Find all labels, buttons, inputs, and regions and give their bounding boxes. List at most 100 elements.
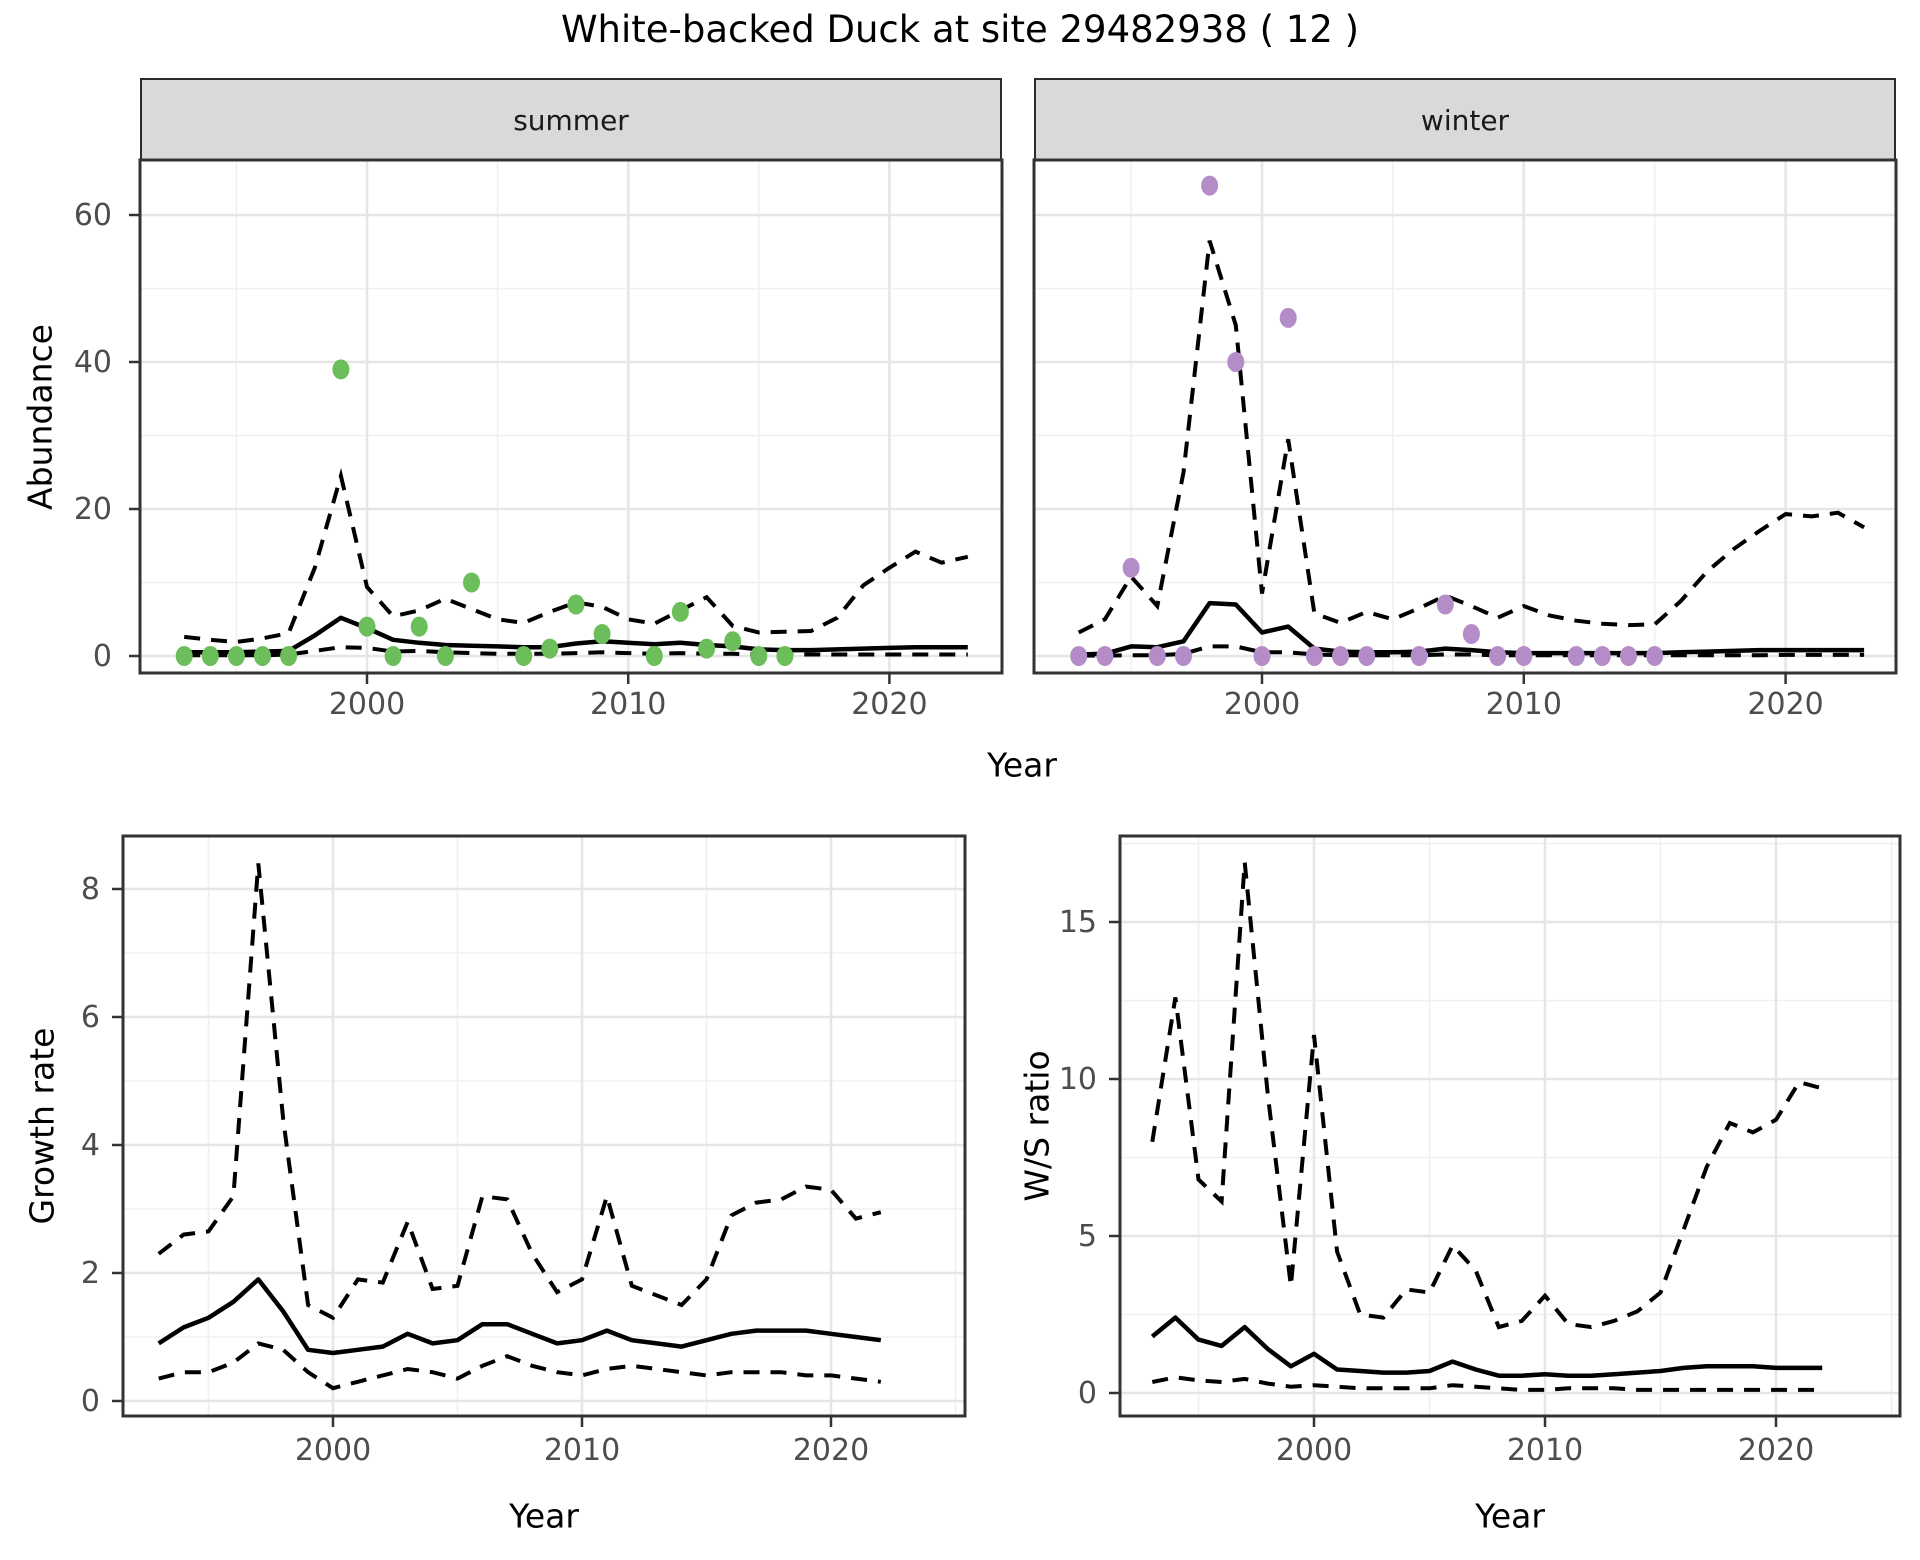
observation-point: [201, 646, 219, 666]
observation-point: [1436, 594, 1454, 615]
median-line: [1078, 600, 1865, 657]
observation-point: [175, 646, 193, 666]
observation-point: [645, 646, 663, 666]
x-tick-label: 2020: [793, 1433, 869, 1468]
observation-point: [515, 646, 533, 666]
observation-point: [384, 646, 402, 666]
y-tick-label: 5: [1078, 1219, 1097, 1254]
y-tick-label: 0: [1078, 1376, 1097, 1411]
x-tick-label: 2010: [544, 1433, 620, 1468]
observation-point: [1175, 646, 1192, 666]
observation-point: [1148, 646, 1166, 666]
y-tick-label: 8: [81, 872, 100, 907]
observation-point: [1462, 624, 1480, 644]
observation-point: [358, 616, 376, 637]
observation-point: [776, 646, 794, 666]
x-tick-label: 2000: [329, 687, 405, 722]
ws-ratio-panel: 2000 2010 2020 0 5 10 15: [1059, 834, 1902, 1468]
x-tick-label: 2020: [1747, 687, 1823, 722]
y-tick-label: 2: [81, 1256, 100, 1291]
observation-point: [1201, 175, 1219, 196]
observation-point: [463, 572, 480, 593]
observation-point: [254, 646, 271, 666]
median-line: [184, 615, 968, 655]
upper-ci-line: [183, 467, 969, 645]
x-tick-label: 2020: [1738, 1433, 1814, 1468]
x-tick-label: 2020: [851, 687, 927, 722]
x-axis-title-year-top: Year: [987, 745, 1057, 785]
observation-point: [1515, 646, 1533, 666]
observation-point: [1305, 646, 1323, 666]
x-tick-label: 2010: [1486, 687, 1562, 722]
observation-point: [1593, 646, 1611, 666]
facet-strip-summer: summer: [140, 78, 1002, 162]
x-tick-label: 2000: [1224, 687, 1300, 722]
y-axis-title-growth-rate: Growth rate: [22, 1027, 62, 1225]
lower-ci-line: [184, 645, 968, 658]
y-tick-label: 20: [74, 492, 112, 527]
facet-strip-summer-label: summer: [513, 103, 629, 137]
observation-point: [1332, 646, 1349, 666]
panel-border: [121, 834, 967, 1418]
observation-point: [541, 638, 559, 659]
median-line: [1150, 1315, 1823, 1378]
y-axis-title-ws-ratio: W/S ratio: [1017, 1050, 1057, 1202]
observation-point: [1620, 646, 1637, 666]
observation-point: [750, 646, 768, 666]
lower-ci-line: [158, 1341, 882, 1391]
y-axis-title-abundance: Abundance: [20, 324, 60, 510]
observation-point: [698, 638, 716, 659]
observation-point: [1096, 646, 1114, 666]
y-tick-label: 10: [1059, 1062, 1097, 1097]
observation-point: [1227, 352, 1245, 372]
figure-title: White-backed Duck at site 29482938 ( 12 …: [560, 8, 1360, 51]
panel-border: [138, 158, 1004, 675]
panel-border: [1118, 834, 1902, 1418]
facet-strip-winter: winter: [1034, 78, 1896, 162]
summer-panel: 2000 2010 2020 0 20 40 60: [74, 158, 1004, 722]
x-tick-label: 2010: [1507, 1433, 1583, 1468]
observation-point: [1122, 557, 1140, 578]
upper-ci-line: [157, 863, 882, 1321]
x-axis-title-year-ws: Year: [1475, 1496, 1545, 1536]
y-tick-label: 6: [81, 1000, 100, 1035]
lower-ci-line: [1078, 644, 1865, 658]
observation-point: [567, 594, 585, 615]
observation-point: [436, 646, 454, 666]
observation-point: [1646, 646, 1664, 666]
facet-strip-winter-label: winter: [1420, 103, 1510, 137]
x-axis-title-year-growth: Year: [509, 1496, 579, 1536]
x-tick-label: 2000: [295, 1433, 371, 1468]
observation-point: [280, 646, 298, 666]
observation-point: [410, 616, 428, 637]
x-tick-label: 2010: [590, 687, 666, 722]
observation-point: [332, 359, 350, 380]
observation-point: [1567, 646, 1585, 666]
y-tick-label: 40: [74, 345, 112, 380]
observation-point: [593, 624, 611, 644]
panel-border: [1032, 158, 1898, 675]
observation-point: [1070, 646, 1088, 666]
observation-point: [1489, 646, 1507, 666]
winter-panel: 2000 2010 2020: [1032, 158, 1898, 722]
observation-point: [1253, 646, 1271, 666]
y-tick-label: 15: [1059, 905, 1097, 940]
upper-ci-line: [1077, 240, 1866, 635]
observation-point: [1279, 307, 1297, 328]
median-line: [157, 1277, 882, 1356]
lower-ci-line: [1151, 1375, 1823, 1392]
x-tick-label: 2000: [1276, 1433, 1352, 1468]
y-tick-label: 0: [93, 639, 112, 674]
y-tick-label: 0: [81, 1384, 100, 1419]
y-tick-label: 4: [81, 1128, 100, 1163]
observation-point: [1410, 646, 1428, 666]
growth-rate-panel: 2000 2010 2020 0 2 4 6 8: [81, 834, 967, 1468]
y-tick-label: 60: [74, 198, 112, 233]
observation-point: [227, 646, 245, 666]
upper-ci-line: [1150, 862, 1823, 1330]
observation-point: [671, 601, 689, 622]
observation-point: [1358, 646, 1376, 666]
observation-point: [724, 631, 742, 652]
